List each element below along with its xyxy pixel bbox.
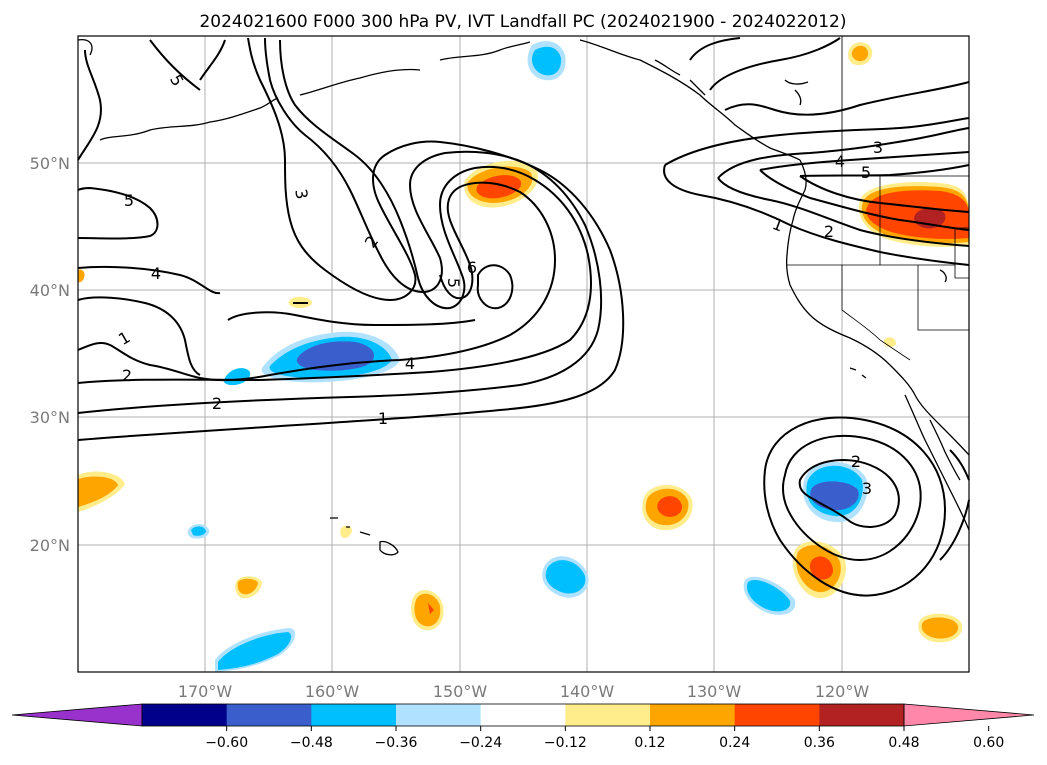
contour-label: 3 bbox=[873, 138, 883, 157]
colorbar-extend-low bbox=[11, 703, 143, 727]
latitude-labels: 50°N 40°N 30°N 20°N bbox=[30, 154, 70, 555]
contour-label: 6 bbox=[467, 258, 477, 277]
lon-tick-label: 150°W bbox=[433, 682, 488, 701]
contour-label: 5 bbox=[444, 278, 463, 288]
map-panel: 5 3 2 5 6 5 4 1 2 4 2 1 3 4 5 1 2 2 3 bbox=[77, 35, 970, 673]
colorbar-segment bbox=[734, 704, 820, 726]
lat-tick-label: 40°N bbox=[30, 281, 70, 300]
colorbar-tick-label: −0.36 bbox=[375, 735, 418, 751]
colorbar-tick-label: 0.60 bbox=[973, 735, 1004, 751]
lon-tick-label: 170°W bbox=[178, 682, 233, 701]
colorbar-tick-label: 0.12 bbox=[634, 735, 665, 751]
contour-label: 5 bbox=[861, 163, 871, 182]
contour-label: 2 bbox=[122, 366, 132, 385]
contour-label: 5 bbox=[124, 191, 134, 210]
colorbar-segment bbox=[565, 704, 651, 726]
colorbar-tick-label: −0.24 bbox=[459, 735, 502, 751]
lon-tick-label: 120°W bbox=[815, 682, 870, 701]
colorbar-tick-label: 0.48 bbox=[888, 735, 919, 751]
colorbar-segment bbox=[819, 704, 905, 726]
colorbar-segment bbox=[226, 704, 312, 726]
colorbar: −0.60 −0.48 −0.36 −0.24 −0.12 0.12 0.24 0.36 0.4… bbox=[11, 703, 1035, 751]
contour-label: 2 bbox=[824, 222, 834, 241]
colorbar-tick-label: −0.48 bbox=[290, 735, 333, 751]
contour-label: 4 bbox=[151, 264, 161, 283]
colorbar-frame bbox=[141, 703, 905, 727]
contour-label: 2 bbox=[212, 394, 222, 413]
ivt-contours bbox=[77, 37, 970, 597]
colorbar-segment bbox=[311, 704, 397, 726]
colorbar-tick-label: −0.60 bbox=[205, 735, 248, 751]
lat-tick-label: 30°N bbox=[30, 408, 70, 427]
lon-tick-label: 140°W bbox=[560, 682, 615, 701]
colorbar-segment bbox=[142, 704, 228, 726]
lon-tick-label: 160°W bbox=[305, 682, 360, 701]
contour-label: 4 bbox=[835, 152, 845, 171]
lat-tick-label: 20°N bbox=[30, 536, 70, 555]
contour-label: 3 bbox=[862, 479, 872, 498]
contour-label: 1 bbox=[378, 409, 388, 428]
lat-tick-label: 50°N bbox=[30, 154, 70, 173]
map-frame bbox=[77, 35, 970, 673]
pv-shading bbox=[78, 41, 969, 672]
colorbar-tick-label: 0.24 bbox=[719, 735, 750, 751]
colorbar-segment bbox=[650, 704, 736, 726]
longitude-labels: 170°W 160°W 150°W 140°W 130°W 120°W bbox=[178, 682, 870, 701]
coastlines bbox=[77, 39, 970, 556]
contour-label: 3 bbox=[291, 187, 311, 200]
lon-tick-label: 130°W bbox=[687, 682, 742, 701]
colorbar-tick-label: −0.12 bbox=[544, 735, 587, 751]
colorbar-extend-high bbox=[903, 703, 1035, 727]
colorbar-segment bbox=[480, 704, 566, 726]
contour-label: 4 bbox=[405, 354, 415, 373]
colorbar-segment bbox=[396, 704, 482, 726]
colorbar-tick-label: 0.36 bbox=[804, 735, 835, 751]
map-title: 2024021600 F000 300 hPa PV, IVT Landfall… bbox=[199, 12, 846, 32]
contour-label: 2 bbox=[851, 452, 861, 471]
